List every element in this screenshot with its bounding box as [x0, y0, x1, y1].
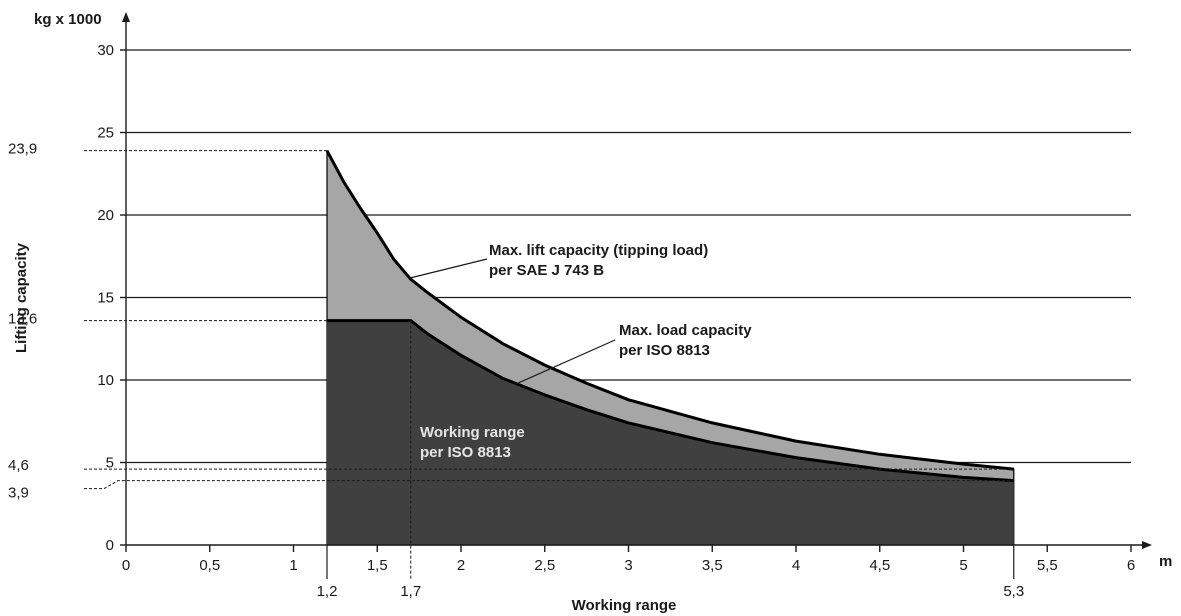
ref-line-y-3,9 — [84, 480, 1014, 490]
x-tick-label-5,5: 5,5 — [1037, 557, 1058, 574]
y-axis-arrow — [122, 12, 130, 22]
x-tick-label-0,5: 0,5 — [199, 557, 220, 574]
load-capacity-annotation: Max. load capacity per ISO 8813 — [515, 322, 752, 385]
marked-x-label-5,3: 5,3 — [1003, 583, 1024, 600]
y-tick-label-20: 20 — [97, 207, 114, 224]
y-axis-title: Lifting capacity — [13, 242, 30, 353]
marked-y-label-4,6: 4,6 — [8, 457, 29, 474]
x-tick-label-4: 4 — [792, 557, 800, 574]
y-tick-label-5: 5 — [106, 455, 114, 472]
lift-annotation-line2: per SAE J 743 B — [489, 262, 604, 279]
axes — [122, 12, 1152, 549]
y-unit-label: kg x 1000 — [34, 11, 102, 28]
load-annotation-line2: per ISO 8813 — [619, 342, 710, 359]
marked-y-label-23,9: 23,9 — [8, 141, 37, 158]
lift-capacity-annotation: Max. lift capacity (tipping load) per SA… — [409, 242, 708, 279]
x-tick-label-1: 1 — [289, 557, 297, 574]
x-tick-label-3: 3 — [624, 557, 632, 574]
gridlines — [126, 49, 1131, 464]
x-tick-label-6: 6 — [1127, 557, 1135, 574]
x-tick-label-0: 0 — [122, 557, 130, 574]
working-annotation-line2: per ISO 8813 — [420, 444, 511, 461]
x-axis-arrow — [1142, 541, 1152, 549]
x-tick-label-4,5: 4,5 — [869, 557, 890, 574]
lift-annotation-line1: Max. lift capacity (tipping load) — [489, 242, 708, 259]
marked-x-label-1,2: 1,2 — [317, 583, 338, 600]
x-axis-title: Working range — [572, 597, 677, 614]
x-tick-label-5: 5 — [959, 557, 967, 574]
load-annotation-leader — [515, 339, 616, 385]
y-tick-label-10: 10 — [97, 372, 114, 389]
tick-labels: 0 0,5 1 1,5 2 2,5 3 3,5 4 4,5 5 5,5 6 0 5 10 15 20 25 30 23,… — [8, 42, 1135, 600]
x-tick-label-2: 2 — [457, 557, 465, 574]
lift-annotation-leader — [409, 258, 488, 279]
y-tick-label-0: 0 — [106, 537, 114, 554]
y-tick-label-30: 30 — [97, 42, 114, 59]
y-tick-label-25: 25 — [97, 125, 114, 142]
load-annotation-line1: Max. load capacity — [619, 322, 752, 339]
x-tick-label-3,5: 3,5 — [702, 557, 723, 574]
x-tick-label-1,5: 1,5 — [367, 557, 388, 574]
reference-lines — [84, 150, 1015, 579]
x-unit-label: m — [1159, 553, 1172, 570]
marked-x-label-1,7: 1,7 — [400, 583, 421, 600]
working-range-annotation: Working range per ISO 8813 — [420, 424, 525, 461]
lift-capacity-curve — [325, 149, 1014, 471]
y-tick-label-15: 15 — [97, 290, 114, 307]
marked-y-label-13,6: 13,6 — [8, 311, 37, 328]
x-tick-label-2,5: 2,5 — [534, 557, 555, 574]
marked-y-label-3,9: 3,9 — [8, 485, 29, 502]
working-annotation-line1: Working range — [420, 424, 525, 441]
